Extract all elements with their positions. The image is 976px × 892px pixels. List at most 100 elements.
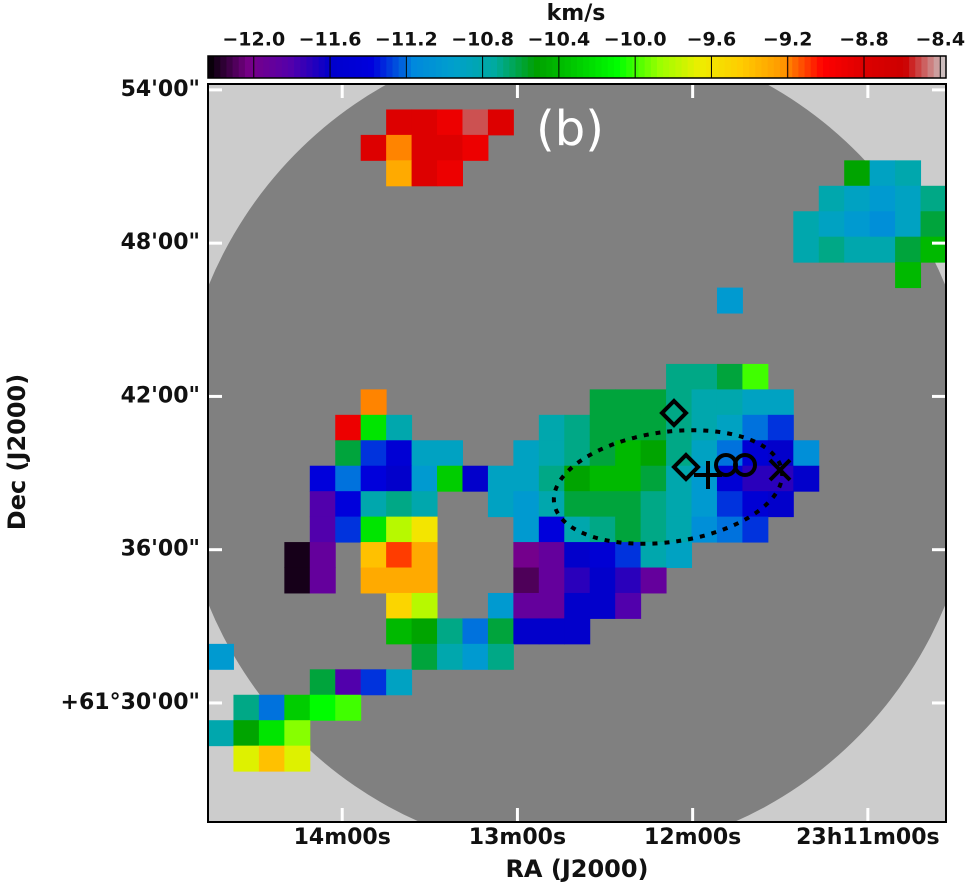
map-pixel (513, 491, 540, 518)
map-pixel (411, 491, 438, 518)
colorbar-segment (558, 56, 566, 78)
colorbar-segment (386, 56, 394, 78)
map-pixel (589, 567, 616, 594)
map-pixel (844, 185, 871, 212)
colorbar-segment (761, 56, 769, 78)
map-pixel (716, 440, 743, 467)
colorbar-segment (589, 56, 597, 78)
map-pixel (411, 592, 438, 619)
colorbar-segment (767, 56, 775, 78)
map-pixel (335, 694, 362, 721)
map-pixel (920, 185, 946, 212)
colorbar-segment (687, 56, 695, 78)
colorbar-segment (792, 56, 799, 78)
colorbar-tick-label: −10.4 (527, 29, 590, 51)
map-pixel (793, 440, 820, 467)
map-pixel (437, 465, 463, 492)
map-pixel (258, 720, 285, 747)
map-pixel (589, 389, 616, 416)
colorbar-segment (287, 56, 295, 78)
colorbar-segment (675, 56, 683, 78)
map-pixel (487, 109, 514, 136)
colorbar-segment (324, 56, 332, 78)
colorbar-segment (281, 56, 289, 78)
colorbar-segment (497, 56, 504, 78)
colorbar-segment (417, 56, 424, 78)
map-pixel (895, 236, 922, 263)
velocity-map (208, 109, 946, 772)
colorbar-segment (902, 56, 910, 78)
y-tick-label: 42'00" (121, 383, 200, 408)
map-pixel (487, 465, 514, 492)
colorbar-segment (896, 56, 904, 78)
colorbar-segment (226, 56, 234, 78)
map-pixel (818, 211, 845, 238)
colorbar-tick-label: −9.2 (763, 29, 813, 51)
map-pixel (309, 465, 336, 492)
colorbar-segment (749, 56, 756, 78)
colorbar-segment (718, 56, 726, 78)
map-pixel (411, 160, 438, 187)
map-pixel (615, 389, 642, 416)
markers (551, 398, 792, 546)
map-pixel (437, 134, 463, 161)
map-pixel (691, 491, 718, 518)
colorbar-segment (736, 56, 744, 78)
map-pixel (513, 567, 540, 594)
circle-marker (733, 453, 757, 477)
colorbar-segment (577, 56, 584, 78)
map-pixel (640, 440, 667, 467)
colorbar-segment (251, 56, 258, 78)
colorbar-tick-label: −10.8 (451, 29, 514, 51)
map-pixel (208, 720, 234, 747)
map-pixel (462, 109, 489, 136)
map-pixel (793, 465, 820, 492)
x-tick-label: 12m00s (644, 825, 741, 850)
map-pixel (233, 720, 260, 747)
map-pixel (386, 160, 413, 187)
colorbar-segment (810, 56, 818, 78)
map-pixel (920, 211, 946, 238)
map-pixel (309, 694, 336, 721)
map-pixel (640, 542, 667, 569)
map-pixel (818, 185, 845, 212)
colorbar-segment (269, 56, 277, 78)
map-pixel (793, 236, 820, 263)
colorbar-tick-label: −11.6 (299, 29, 362, 51)
map-pixel (360, 669, 387, 696)
map-pixel (666, 363, 693, 390)
colorbar-segment (208, 56, 215, 78)
map-pixel (538, 567, 565, 594)
x-tick-label: 23h11m00s (796, 825, 940, 850)
map-pixel (716, 389, 743, 416)
colorbar-segment (441, 56, 449, 78)
map-pixel (615, 465, 642, 492)
map-pixel (716, 287, 743, 314)
map-pixel (869, 211, 896, 238)
colorbar: −12.0 −11.6 −11.2 −10.8 −10.4 −10.0 −9.6 −9.2 −8… (207, 29, 965, 79)
map-pixel (691, 363, 718, 390)
map-pixel (538, 592, 565, 619)
map-pixel (411, 440, 438, 467)
colorbar-segment (669, 56, 676, 78)
colorbar-tick-label: −8.4 (915, 29, 965, 51)
map-pixel (615, 542, 642, 569)
colorbar-segment (859, 56, 867, 78)
colorbar-segment (312, 56, 320, 78)
colorbar-segment (915, 56, 922, 78)
map-pixel (742, 389, 769, 416)
y-tick-label: 54'00" (121, 77, 200, 102)
colorbar-segment (890, 56, 898, 78)
map-pixel (589, 414, 616, 441)
map-pixel (564, 592, 591, 619)
map-pixel (767, 491, 794, 518)
map-pixel (767, 389, 794, 416)
colorbar-segment (773, 56, 781, 78)
map-pixel (869, 185, 896, 212)
map-pixel (895, 211, 922, 238)
map-pixel (411, 618, 438, 645)
map-pixel (411, 109, 438, 136)
map-pixel (233, 745, 260, 772)
map-pixel (258, 745, 285, 772)
